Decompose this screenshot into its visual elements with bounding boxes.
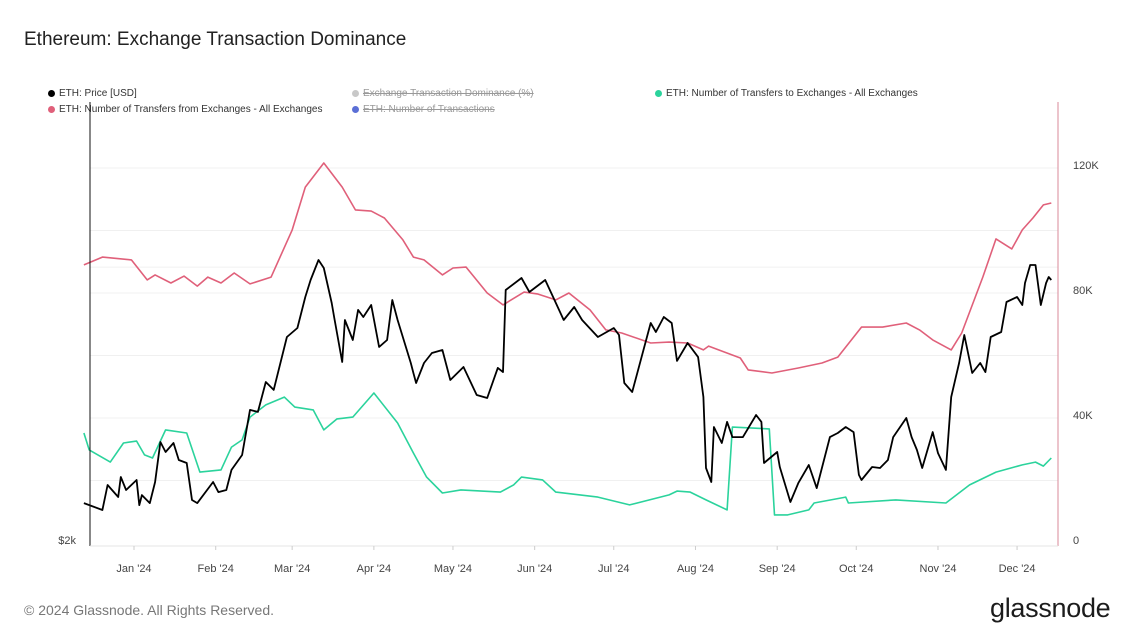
series-line-transfers-from-exchanges: [83, 162, 1052, 374]
x-axis-ticks: Jan '24 Feb '24 Mar '24 Apr '24 May '24 Jun '…: [116, 546, 1036, 575]
right-axis-tick-label: 120K: [1073, 160, 1099, 172]
x-tick-label: Jul '24: [598, 563, 629, 575]
x-tick-label: Oct '24: [839, 563, 874, 575]
x-tick-label: Mar '24: [274, 563, 310, 575]
right-axis-tick-label: 80K: [1073, 285, 1093, 297]
x-tick-label: May '24: [434, 563, 472, 575]
legend-label: ETH: Price [USD]: [59, 88, 137, 99]
x-tick-label: Nov '24: [920, 563, 957, 575]
series-line-eth-price: [83, 259, 1052, 511]
grid-lines: [90, 167, 1058, 481]
right-axis-tick-label: 0: [1073, 535, 1079, 547]
legend-dot-icon: [352, 90, 359, 97]
right-axis-tick-label: 40K: [1073, 410, 1093, 422]
series-layer: [83, 162, 1052, 516]
legend-dot-icon: [48, 90, 55, 97]
x-tick-label: Jun '24: [517, 563, 552, 575]
legend-item-dominance[interactable]: Exchange Transaction Dominance (%): [352, 88, 534, 99]
legend-label: Exchange Transaction Dominance (%): [363, 88, 534, 99]
left-axis-tick-label: $2k: [58, 535, 76, 547]
glassnode-logo: glassnode: [990, 593, 1111, 623]
legend-item-transfers-from[interactable]: ETH: Number of Transfers from Exchanges …: [48, 104, 322, 115]
legend-dot-icon: [48, 106, 55, 113]
legend-dot-icon: [352, 106, 359, 113]
legend-label: ETH: Number of Transfers to Exchanges - …: [666, 88, 918, 99]
x-tick-label: Feb '24: [198, 563, 234, 575]
x-tick-label: Dec '24: [999, 563, 1036, 575]
copyright-text: © 2024 Glassnode. All Rights Reserved.: [24, 602, 275, 618]
x-tick-label: Apr '24: [357, 563, 392, 575]
chart-title: Ethereum: Exchange Transaction Dominance: [24, 29, 407, 50]
series-line-transfers-to-exchanges: [83, 392, 1052, 516]
y-axis-ticks: 0 40K 80K 120K $2k: [58, 160, 1099, 547]
legend-item-price[interactable]: ETH: Price [USD]: [48, 88, 137, 99]
legend-item-transactions[interactable]: ETH: Number of Transactions: [352, 104, 495, 115]
x-tick-label: Sep '24: [759, 563, 796, 575]
x-tick-label: Aug '24: [677, 563, 714, 575]
legend-label: ETH: Number of Transfers from Exchanges …: [59, 104, 323, 115]
legend-dot-icon: [655, 90, 662, 97]
legend-item-transfers-to[interactable]: ETH: Number of Transfers to Exchanges - …: [655, 88, 918, 99]
x-tick-label: Jan '24: [116, 563, 151, 575]
legend-label: ETH: Number of Transactions: [363, 104, 495, 115]
